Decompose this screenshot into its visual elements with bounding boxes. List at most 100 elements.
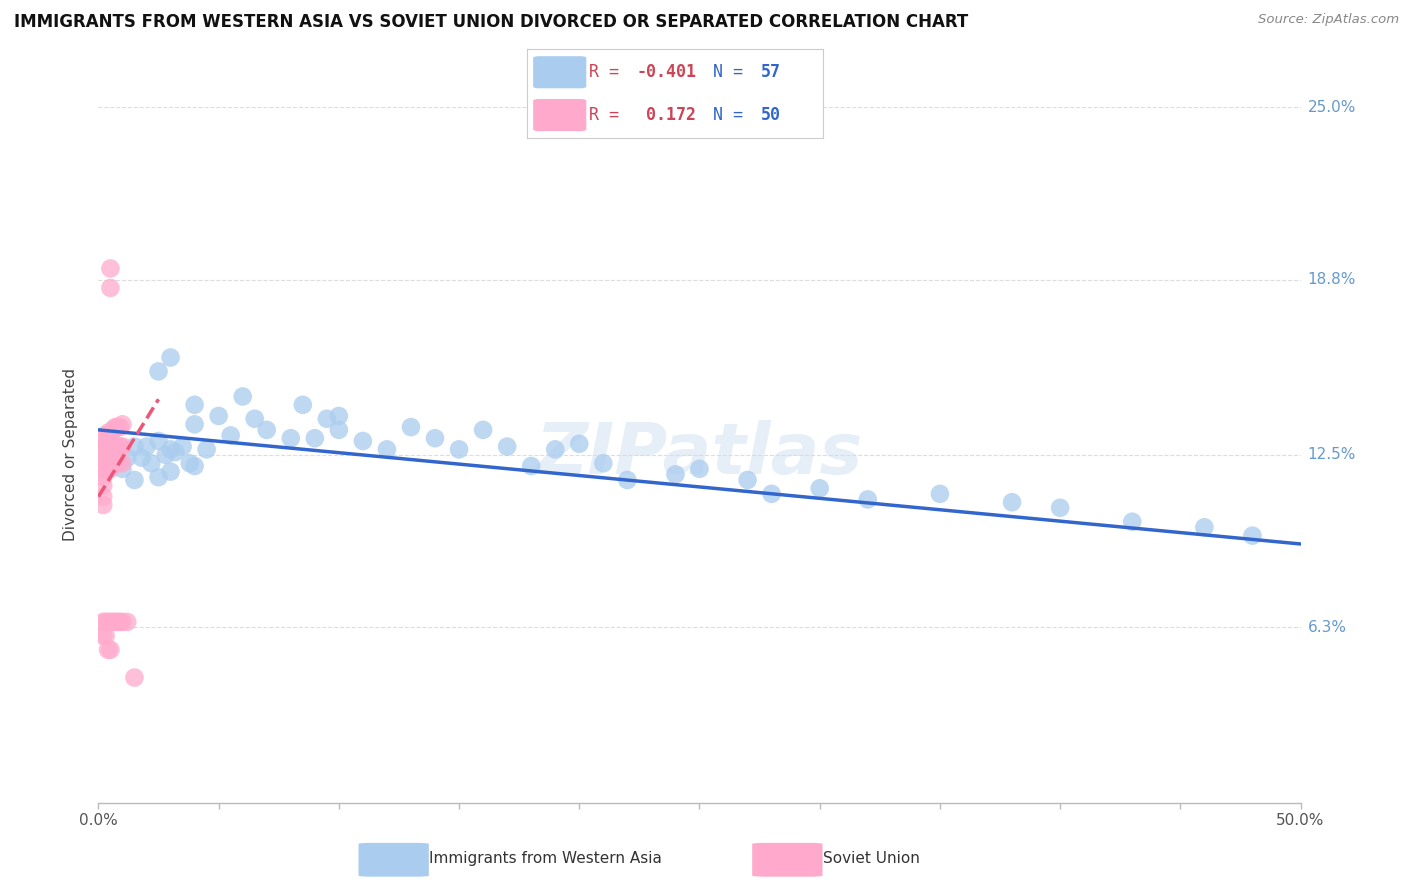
Point <box>808 481 831 495</box>
Point <box>1121 515 1143 529</box>
Point <box>1049 500 1071 515</box>
Point <box>100 462 122 476</box>
Point <box>91 434 114 448</box>
Point <box>108 440 131 454</box>
Point <box>1001 495 1024 509</box>
Point <box>97 615 120 629</box>
Point <box>737 473 759 487</box>
Point <box>94 428 117 442</box>
Point <box>97 456 120 470</box>
Point <box>423 431 446 445</box>
Point <box>520 458 543 473</box>
Point <box>124 440 146 454</box>
Point <box>856 492 879 507</box>
Point <box>91 450 114 465</box>
FancyBboxPatch shape <box>359 843 429 877</box>
Point <box>328 423 350 437</box>
Point <box>104 440 127 454</box>
Text: 0.172: 0.172 <box>637 105 696 124</box>
Point <box>1241 528 1264 542</box>
Point <box>352 434 374 448</box>
Point <box>107 456 129 470</box>
Point <box>91 490 114 504</box>
Text: N =: N = <box>713 105 754 124</box>
Point <box>761 487 783 501</box>
Point <box>111 462 134 476</box>
Point <box>616 473 638 487</box>
Point <box>94 440 117 454</box>
Point <box>135 440 157 454</box>
Text: R =: R = <box>589 62 630 81</box>
Point <box>219 428 242 442</box>
Point <box>94 450 117 465</box>
Point <box>104 615 127 629</box>
Point <box>124 671 146 685</box>
Point <box>183 458 205 473</box>
Point <box>159 351 181 365</box>
Point <box>165 445 187 459</box>
Point <box>104 456 127 470</box>
FancyBboxPatch shape <box>533 99 586 131</box>
Point <box>101 440 124 454</box>
Point <box>100 642 122 657</box>
Point <box>256 423 278 437</box>
Point <box>111 615 134 629</box>
Point <box>91 462 114 476</box>
Point <box>100 281 122 295</box>
Point <box>91 498 114 512</box>
Point <box>928 487 950 501</box>
Point <box>107 445 129 459</box>
Y-axis label: Divorced or Separated: Divorced or Separated <box>63 368 77 541</box>
Point <box>91 442 114 457</box>
Text: -0.401: -0.401 <box>637 62 696 81</box>
Point <box>91 615 114 629</box>
Point <box>97 440 120 454</box>
Text: ZIPatlas: ZIPatlas <box>536 420 863 490</box>
Point <box>148 434 170 448</box>
Point <box>111 456 134 470</box>
Point <box>94 629 117 643</box>
Point <box>315 411 337 425</box>
Point <box>100 440 122 454</box>
Point <box>155 448 177 462</box>
Point <box>107 440 129 454</box>
Point <box>179 456 201 470</box>
Point <box>208 409 231 423</box>
Text: 50: 50 <box>761 105 780 124</box>
Text: 6.3%: 6.3% <box>1308 620 1347 635</box>
Point <box>91 478 114 492</box>
Point <box>108 615 131 629</box>
Point <box>124 473 146 487</box>
Point <box>159 465 181 479</box>
Text: 25.0%: 25.0% <box>1308 100 1355 114</box>
Point <box>688 462 710 476</box>
Point <box>101 423 124 437</box>
Text: 57: 57 <box>761 62 780 81</box>
Point <box>496 440 519 454</box>
Point <box>91 470 114 484</box>
Point <box>100 450 122 465</box>
Point <box>91 629 114 643</box>
Point <box>111 440 134 454</box>
Point <box>100 428 122 442</box>
Point <box>107 615 129 629</box>
Point <box>148 364 170 378</box>
Point <box>117 450 139 465</box>
Point <box>100 261 122 276</box>
Point <box>159 442 181 457</box>
Point <box>544 442 567 457</box>
Text: N =: N = <box>713 62 754 81</box>
Point <box>183 417 205 432</box>
Point <box>117 615 139 629</box>
Point <box>97 425 120 440</box>
Text: Soviet Union: Soviet Union <box>823 851 920 866</box>
Point <box>291 398 314 412</box>
Point <box>447 442 470 457</box>
Point <box>100 615 122 629</box>
Point <box>104 420 127 434</box>
Point <box>195 442 218 457</box>
Point <box>304 431 326 445</box>
Text: 18.8%: 18.8% <box>1308 272 1355 287</box>
Point <box>472 423 495 437</box>
Point <box>375 442 398 457</box>
